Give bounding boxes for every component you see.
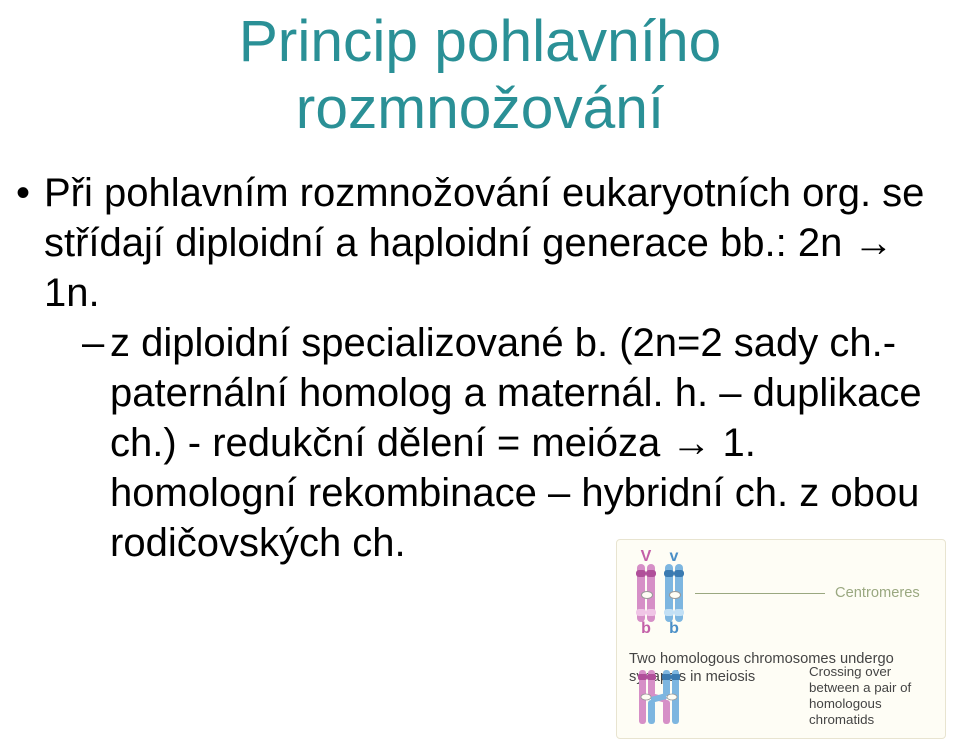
diagram-caption-side: Crossing over between a pair of homologo… (809, 664, 935, 728)
centromere-label: Centromeres (835, 585, 920, 601)
allele-label: v (661, 548, 687, 566)
arrow-icon: → (853, 221, 893, 265)
slide-title: Princip pohlavníhorozmnožování (110, 8, 850, 143)
sub-bullet-list: z diploidní specializované b. (2n=2 sady… (44, 318, 932, 568)
bullet-list: Při pohlavním rozmnožování eukaryotních … (12, 168, 932, 568)
slide: Princip pohlavníhorozmnožování Při pohla… (0, 0, 960, 751)
chromosome-pair: V b v b (635, 564, 685, 622)
arrow-icon: → (671, 421, 711, 465)
chromosome-blue: v b (663, 564, 685, 622)
allele-label: V (633, 548, 659, 566)
crossing-over-icon (635, 668, 685, 726)
allele-label: b (661, 620, 687, 638)
centromere-icon (641, 591, 653, 599)
title-block: Princip pohlavníhorozmnožování (110, 8, 850, 143)
chromosome-pink: V b (635, 564, 657, 622)
pointer-line-icon (695, 593, 825, 594)
body-block: Při pohlavním rozmnožování eukaryotních … (12, 168, 932, 570)
allele-label: b (633, 620, 659, 638)
bullet-item: z diploidní specializované b. (2n=2 sady… (82, 318, 932, 568)
meiosis-diagram: V b v b Centromeres Two homologous chrom… (616, 539, 946, 739)
bullet-item: Při pohlavním rozmnožování eukaryotních … (12, 168, 932, 568)
chromosome-row: V b v b Centromeres (635, 564, 933, 622)
centromere-icon (669, 591, 681, 599)
